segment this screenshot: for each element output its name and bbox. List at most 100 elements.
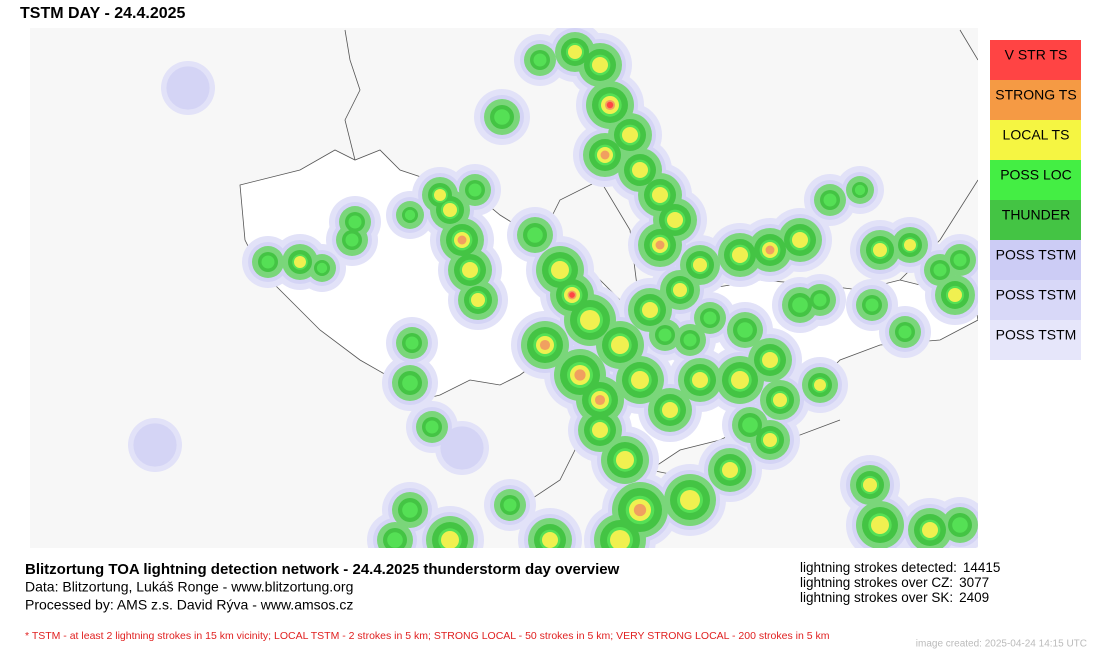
legend-label: STRONG TS — [995, 87, 1076, 103]
storm-cell — [871, 516, 889, 534]
legend-swatch — [990, 320, 1081, 360]
storm-cell — [732, 247, 748, 263]
storm-cell — [592, 422, 608, 438]
storm-cell — [865, 298, 879, 312]
legend-swatch — [990, 280, 1081, 320]
storm-cell — [692, 372, 708, 388]
storm-cell — [904, 239, 916, 251]
storm-areas — [128, 28, 978, 548]
storm-cell — [722, 462, 738, 478]
stat-line: lightning strokes detected: 14415 — [800, 560, 1000, 575]
storm-cell — [594, 394, 606, 406]
storm-cell — [742, 417, 758, 433]
storm-cell — [680, 490, 700, 510]
storm-cell — [527, 227, 543, 243]
storm-cell — [616, 451, 634, 469]
legend-label: POSS TSTM — [996, 247, 1077, 263]
footer-processed: Processed by: AMS z.s. David Rýva - www.… — [25, 597, 353, 613]
legend-swatch — [990, 120, 1081, 160]
stat-label: lightning strokes over SK: — [800, 590, 953, 605]
storm-cell — [387, 532, 403, 548]
storm-cell — [592, 57, 608, 73]
storm-cell — [633, 503, 647, 517]
storm-cell — [468, 183, 482, 197]
storm-cell — [952, 517, 968, 533]
storm-cell — [434, 189, 446, 201]
stats: lightning strokes detected: 14415lightnin… — [800, 560, 1000, 605]
storm-cell — [922, 522, 938, 538]
storm-cell — [610, 530, 630, 548]
storm-cell — [494, 109, 510, 125]
storm-cell — [402, 375, 418, 391]
legend-swatch — [990, 160, 1081, 200]
storm-cell — [569, 292, 575, 298]
created-stamp: image created: 2025-04-24 14:15 UTC — [916, 639, 1087, 650]
storm-cell — [600, 150, 610, 160]
storm-cell — [542, 532, 558, 548]
storm-cell — [462, 262, 478, 278]
legend-swatch — [990, 240, 1081, 280]
storm-cell — [773, 393, 787, 407]
legend: V STR TS STRONG TS LOCAL TS POSS LOC THUNDER… — [990, 40, 1081, 360]
stat-line: lightning strokes over CZ: 3077 — [800, 575, 989, 590]
storm-cell — [316, 262, 328, 274]
stat-label: lightning strokes detected: — [800, 560, 957, 575]
storm-cell — [667, 212, 683, 228]
legend-swatch — [990, 200, 1081, 240]
footer-heading: Blitzortung TOA lightning detection netw… — [25, 561, 620, 578]
storm-cell — [823, 193, 837, 207]
legend-label: V STR TS — [1005, 47, 1068, 63]
storm-cell — [662, 402, 678, 418]
storm-cell — [652, 187, 668, 203]
storm-cell — [792, 232, 808, 248]
storm-cell — [457, 235, 467, 245]
storm-cell — [731, 371, 749, 389]
storm-cell — [261, 255, 275, 269]
storm-cell — [813, 293, 827, 307]
stat-line: lightning strokes over SK: 2409 — [800, 590, 989, 605]
storm-cell — [632, 162, 648, 178]
storm-cell — [898, 325, 912, 339]
storm-cell — [405, 336, 419, 350]
storm-cell — [658, 328, 672, 342]
storm-cell — [631, 371, 649, 389]
stat-value: 3077 — [959, 575, 989, 590]
legend-label: POSS TSTM — [996, 287, 1077, 303]
storm-cell — [693, 258, 707, 272]
stat-value: 14415 — [963, 560, 1001, 575]
storm-cell — [348, 215, 362, 229]
footer-note: * TSTM - at least 2 lightning strokes in… — [25, 630, 830, 642]
storm-cell — [703, 311, 717, 325]
storm-cell — [133, 423, 177, 467]
storm-cell — [763, 433, 777, 447]
storm-cell — [622, 127, 638, 143]
footer-data: Data: Blitzortung, Lukáš Ronge - www.bli… — [25, 579, 353, 595]
storm-cell — [440, 426, 484, 470]
storm-cell — [642, 302, 658, 318]
legend-label: LOCAL TS — [1003, 127, 1070, 143]
storm-cell — [863, 478, 877, 492]
legend-swatch — [990, 80, 1081, 120]
storm-cell — [792, 297, 808, 313]
storm-cell — [611, 336, 629, 354]
storm-cell — [425, 420, 439, 434]
storm-cell — [948, 288, 962, 302]
legend-swatch — [990, 40, 1081, 80]
storm-cell — [737, 322, 753, 338]
storm-cell — [533, 53, 547, 67]
title: TSTM DAY - 24.4.2025 — [20, 5, 186, 22]
storm-cell — [953, 253, 967, 267]
stat-label: lightning strokes over CZ: — [800, 575, 953, 590]
storm-cell — [441, 531, 459, 548]
storm-cell — [655, 240, 665, 250]
storm-cell — [345, 233, 359, 247]
storm-cell — [443, 203, 457, 217]
legend-label: POSS LOC — [1000, 167, 1072, 183]
legend-label: POSS TSTM — [996, 327, 1077, 343]
storm-cell — [683, 333, 697, 347]
storm-cell — [166, 66, 210, 110]
storm-cell — [854, 184, 866, 196]
storm-cell — [503, 498, 517, 512]
legend-label: THUNDER — [1002, 207, 1070, 223]
